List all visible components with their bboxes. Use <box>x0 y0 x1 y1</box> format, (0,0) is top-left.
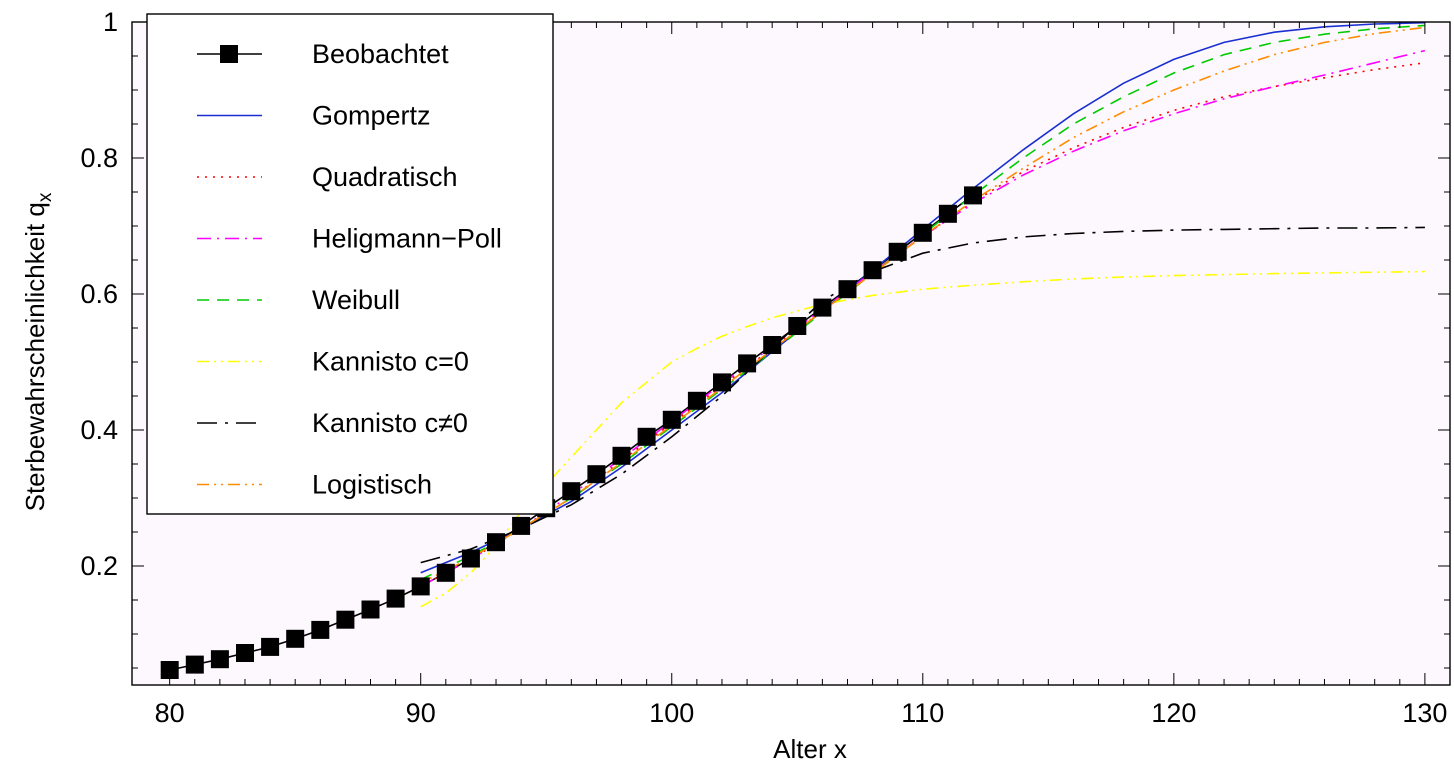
data-point <box>461 549 480 568</box>
legend-label-0: Beobachtet <box>312 39 449 69</box>
data-point <box>888 242 907 261</box>
data-point <box>512 516 531 535</box>
data-point <box>587 465 606 484</box>
data-point <box>236 644 254 662</box>
legend-marker <box>220 45 238 63</box>
y-tick-label: 0.8 <box>80 143 118 173</box>
y-tick-label: 0.2 <box>80 551 118 581</box>
data-point <box>436 563 455 582</box>
legend-label-1: Gompertz <box>312 101 431 131</box>
data-point <box>913 223 932 242</box>
y-tick-label: 0.6 <box>80 279 118 309</box>
data-point <box>311 620 330 639</box>
legend-box <box>146 13 554 515</box>
data-point <box>738 354 757 373</box>
legend-label-3: Heligmann−Poll <box>312 224 502 254</box>
x-tick-label: 120 <box>1151 698 1196 728</box>
data-point <box>487 533 505 552</box>
data-point <box>612 446 631 465</box>
y-tick-label: 0.4 <box>80 415 118 445</box>
data-point <box>964 186 982 205</box>
data-point <box>763 336 782 354</box>
x-tick-label: 100 <box>649 698 694 728</box>
series-layer <box>160 21 1426 679</box>
data-point <box>261 637 280 656</box>
legend-label-6: Kannisto c≠0 <box>312 408 468 438</box>
legend-label-2: Quadratisch <box>312 162 458 192</box>
data-point <box>938 204 957 223</box>
y-tick-label: 1 <box>103 7 118 37</box>
data-point <box>788 317 807 335</box>
data-point <box>838 280 857 299</box>
data-point <box>687 391 706 410</box>
legend: Beobachtet Gompertz Quadratisch Heligmann−P… <box>146 13 554 515</box>
data-point <box>662 410 681 429</box>
legend-label-5: Kannisto c=0 <box>312 347 469 377</box>
plot-frame <box>131 21 1451 686</box>
series-line-6 <box>420 226 1425 564</box>
x-tick-label: 110 <box>901 698 944 728</box>
series-line-7 <box>420 26 1425 584</box>
data-point <box>386 589 405 608</box>
axes-layer: 80 90 100 110 120 130 0.2 0.4 0.6 0.8 1 <box>80 7 1451 728</box>
data-point <box>411 577 430 596</box>
y-axis-label-sub: x <box>35 192 56 202</box>
data-point <box>713 373 731 392</box>
x-tick-label: 90 <box>406 698 436 728</box>
x-axis-label: Alter x <box>773 734 847 764</box>
data-point <box>336 610 355 629</box>
data-point <box>361 600 380 619</box>
data-point <box>562 482 581 501</box>
data-point <box>185 655 204 674</box>
x-tick-label: 80 <box>155 698 185 728</box>
y-axis-label-main: Sterbewahrscheinlichkeit q <box>20 202 50 511</box>
data-point <box>637 427 656 446</box>
x-tick-label: 130 <box>1402 698 1447 728</box>
y-axis-label: Sterbewahrscheinlichkeit qx <box>20 192 56 511</box>
series-line-5 <box>420 270 1425 608</box>
data-point <box>813 298 832 317</box>
data-point <box>863 261 882 280</box>
data-point <box>210 650 229 669</box>
legend-label-7: Logistisch <box>312 470 432 500</box>
data-point <box>286 629 305 648</box>
data-point <box>160 661 179 679</box>
legend-label-4: Weibull <box>312 285 400 315</box>
